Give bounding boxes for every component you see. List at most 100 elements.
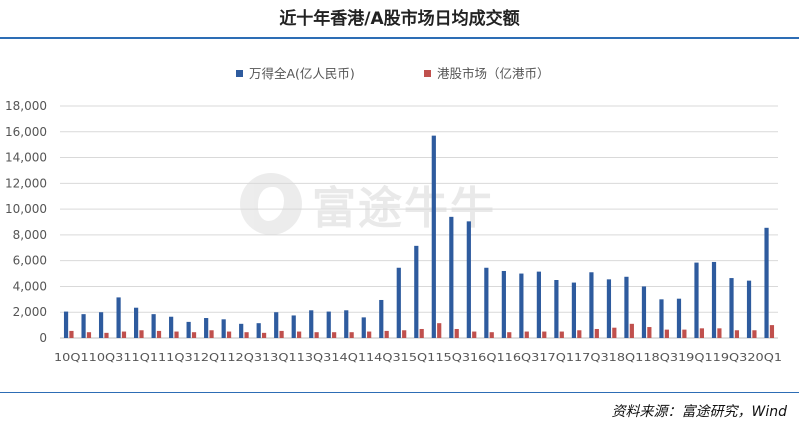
bar-a-share <box>501 270 506 338</box>
bar-hk-share <box>752 330 757 338</box>
y-tick-label: 16,000 <box>5 125 47 139</box>
bar-hk-share <box>664 329 669 338</box>
bar-a-share <box>519 273 524 338</box>
bar-a-share <box>746 280 752 338</box>
bar-a-share <box>169 316 174 338</box>
bar-hk-share <box>594 328 599 338</box>
y-tick-label: 4,000 <box>13 279 47 293</box>
bar-a-share <box>606 279 612 338</box>
bar-hk-share <box>489 332 494 338</box>
bar-a-share <box>326 311 331 338</box>
bar-a-share <box>466 221 471 338</box>
bar-hk-share <box>734 330 740 338</box>
bar-a-share <box>186 321 191 338</box>
bar-a-share <box>554 280 559 338</box>
bar-a-share <box>291 315 296 338</box>
bar-hk-share <box>437 323 442 338</box>
bar-a-share <box>63 311 69 338</box>
legend-hk-share-swatch <box>424 70 431 77</box>
bar-hk-share <box>524 331 529 338</box>
bar-hk-share <box>419 328 424 338</box>
bar-hk-share <box>244 332 249 338</box>
bar-a-share <box>589 272 594 338</box>
watermark-text: 富途牛牛 <box>312 183 496 234</box>
bar-a-share <box>659 299 664 338</box>
bar-hk-share <box>297 331 302 338</box>
legend-a-share-swatch <box>236 70 243 77</box>
bar-hk-share <box>156 330 162 338</box>
legend-hk-share-label: 港股市场（亿港币） <box>437 66 550 81</box>
bar-a-share <box>379 299 384 338</box>
y-tick-label: 2,000 <box>13 305 47 319</box>
bar-a-share <box>81 314 86 338</box>
bar-a-share <box>484 267 489 338</box>
bar-hk-share <box>349 332 354 338</box>
y-tick-label: 10,000 <box>5 202 47 216</box>
bar-a-share <box>729 278 734 338</box>
y-tick-label: 14,000 <box>5 151 47 165</box>
bar-hk-share <box>121 331 127 338</box>
bar-chart: 0 2,000 4,000 6,000 8,000 10,000 12,000 14,000 1… <box>5 66 782 364</box>
bar-hk-share <box>472 331 477 338</box>
y-tick-label: 6,000 <box>13 254 47 268</box>
bar-a-share <box>536 271 541 338</box>
bar-hk-share <box>279 330 284 338</box>
bar-a-share <box>676 298 682 338</box>
legend-a-share-label: 万得全A(亿人民币) <box>249 66 355 81</box>
bar-a-share <box>624 276 629 338</box>
bar-a-share <box>151 314 156 338</box>
bar-hk-share <box>647 327 652 338</box>
bar-hk-share <box>699 328 704 338</box>
bar-a-share <box>274 312 279 338</box>
bar-a-share <box>641 286 647 338</box>
bar-a-share <box>134 307 139 338</box>
bar-a-share <box>361 317 366 338</box>
bar-hk-share <box>682 329 687 338</box>
bar-a-share <box>694 262 699 338</box>
bar-hk-share <box>69 330 74 338</box>
bottom-rule <box>0 392 799 393</box>
y-tick-label: 12,000 <box>5 176 47 190</box>
bar-hk-share <box>629 323 634 338</box>
bar-hk-share <box>86 332 92 338</box>
bar-a-share <box>449 216 454 338</box>
bar-hk-share <box>139 330 144 338</box>
y-tick-label: 18,000 <box>5 99 47 113</box>
bar-a-share <box>571 282 577 338</box>
bar-a-share <box>239 323 244 338</box>
bar-hk-share <box>454 328 459 338</box>
bar-hk-share <box>717 328 722 338</box>
bar-hk-share <box>367 331 372 338</box>
bar-a-share <box>221 319 226 338</box>
bar-hk-share <box>507 332 512 338</box>
chart-title: 近十年香港/A股市场日均成交额 <box>279 9 520 29</box>
bar-hk-share <box>384 330 389 338</box>
bar-a-share <box>344 310 349 338</box>
bar-a-share <box>309 310 314 338</box>
bar-hk-share <box>332 332 337 338</box>
bar-hk-share <box>542 331 547 338</box>
bar-a-share <box>414 245 419 338</box>
bar-a-share <box>396 267 401 338</box>
bar-hk-share <box>769 325 775 338</box>
bar-hk-share <box>191 332 197 338</box>
source-note: 资料来源：富途研究，Wind <box>611 404 788 420</box>
bar-a-share <box>116 297 121 338</box>
bar-a-share <box>204 318 209 338</box>
top-rule <box>0 37 799 39</box>
bar-a-share <box>711 261 717 338</box>
y-tick-label: 8,000 <box>13 228 47 242</box>
bar-a-share <box>764 227 769 338</box>
bar-a-share <box>431 135 436 338</box>
x-tick-labels: 10Q110Q311Q111Q312Q112Q313Q113Q314Q114Q3… <box>54 351 782 364</box>
bar-hk-share <box>209 330 214 338</box>
bar-hk-share <box>226 331 232 338</box>
bar-a-share <box>256 323 261 338</box>
bar-hk-share <box>314 332 319 338</box>
bar-hk-share <box>402 330 407 338</box>
bar-hk-share <box>174 331 179 338</box>
bar-hk-share <box>612 327 617 338</box>
bar-hk-share <box>577 330 582 338</box>
bar-hk-share <box>261 332 267 338</box>
bar-hk-share <box>559 331 564 338</box>
